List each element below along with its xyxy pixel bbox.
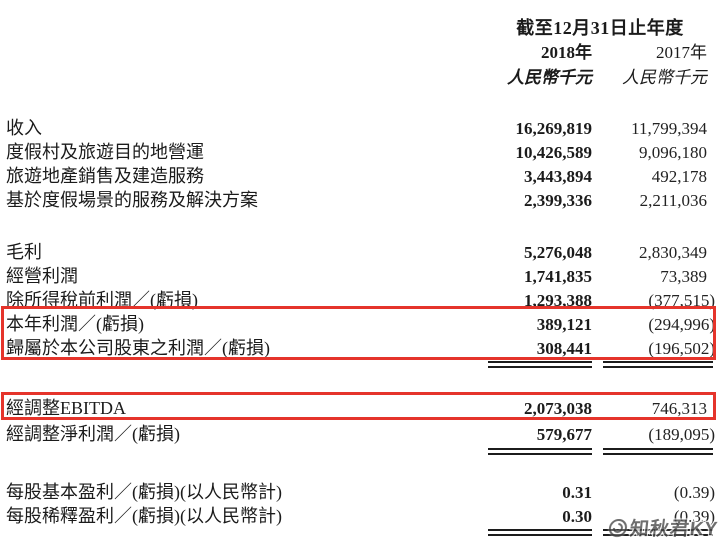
value-2018: 1,293,388: [524, 291, 592, 310]
double-rule-row: [6, 361, 715, 369]
value-2017: 9,096,180: [639, 143, 707, 162]
year-header-row: 2018年 2017年: [6, 40, 715, 66]
double-rule-line: [603, 361, 713, 368]
value-2017: (0.39): [673, 483, 715, 502]
double-rule-row: [6, 448, 715, 456]
value-2017: (294,996): [648, 315, 715, 334]
double-rule-line: [603, 448, 713, 455]
table-section: 經調整EBITDA 2,073,038 746,313 經調整淨利潤／(虧損) 579,…: [6, 395, 715, 456]
row-label: 本年利潤／(虧損): [6, 314, 144, 334]
row-label: 除所得稅前利潤／(虧損): [6, 290, 198, 310]
value-2017: 2,830,349: [639, 243, 707, 262]
row-label: 每股稀釋盈利／(虧損)(以人民幣計): [6, 506, 282, 526]
table-row: 經調整EBITDA 2,073,038 746,313: [6, 395, 715, 421]
year-2017-label: 2017年: [656, 43, 707, 62]
table-section: 毛利 5,276,048 2,830,349 經營利潤 1,741,835 73,389 除…: [6, 240, 715, 369]
value-2017: (196,502): [648, 339, 715, 358]
swirl-icon: [608, 518, 627, 537]
value-2017: 11,799,394: [631, 119, 707, 138]
value-2017: 492,178: [651, 167, 707, 186]
row-label: 度假村及旅遊目的地營運: [6, 142, 204, 162]
row-label: 經營利潤: [6, 266, 78, 286]
value-2017: (377,515): [648, 291, 715, 310]
double-rule-2018: [485, 529, 603, 536]
unit-2018-label: 人民幣千元: [507, 68, 592, 87]
row-label: 每股基本盈利／(虧損)(以人民幣計): [6, 482, 282, 502]
value-2018: 1,741,835: [524, 267, 592, 286]
value-2018: 2,073,038: [524, 399, 592, 418]
double-rule-2017: [603, 529, 715, 536]
row-label: 旅遊地產銷售及建造服務: [6, 166, 204, 186]
unit-header-row: 人民幣千元 人民幣千元: [6, 66, 715, 90]
value-2017: (0.39): [673, 507, 715, 526]
table-row: 每股基本盈利／(虧損)(以人民幣計) 0.31 (0.39): [6, 480, 715, 504]
period-title: 截至12月31日止年度: [516, 18, 684, 38]
table-row: 旅遊地產銷售及建造服務 3,443,894 492,178: [6, 164, 715, 188]
year-2018-label: 2018年: [541, 43, 592, 62]
value-2018: 0.31: [562, 483, 592, 502]
table-section: 每股基本盈利／(虧損)(以人民幣計) 0.31 (0.39) 每股稀釋盈利／(虧損)(…: [6, 480, 715, 537]
value-2018: 0.30: [562, 507, 592, 526]
double-rule-line: [488, 448, 592, 455]
value-2017: 2,211,036: [639, 191, 707, 210]
value-2018: 5,276,048: [524, 243, 592, 262]
row-label: 經調整淨利潤／(虧損): [6, 424, 180, 444]
value-2018: 389,121: [536, 315, 592, 334]
double-rule-2017: [603, 361, 715, 368]
value-2018: 10,426,589: [515, 143, 593, 162]
table-row: 歸屬於本公司股東之利潤／(虧損) 308,441 (196,502): [6, 336, 715, 360]
table-row: 度假村及旅遊目的地營運 10,426,589 9,096,180: [6, 140, 715, 164]
double-rule-line: [603, 529, 713, 536]
table-row: 基於度假場景的服務及解決方案 2,399,336 2,211,036: [6, 188, 715, 212]
double-rule-2017: [603, 448, 715, 455]
double-rule-2018: [485, 361, 603, 368]
row-label: 歸屬於本公司股東之利潤／(虧損): [6, 338, 270, 358]
value-2018: 16,269,819: [515, 119, 593, 138]
table-body: 收入 16,269,819 11,799,394 度假村及旅遊目的地營運 10,426,…: [6, 116, 715, 537]
unit-2017-label: 人民幣千元: [622, 68, 707, 87]
row-label: 經調整EBITDA: [6, 398, 126, 418]
value-2018: 3,443,894: [524, 167, 592, 186]
double-rule-line: [488, 529, 592, 536]
watermark: 知秋君KY: [606, 514, 719, 541]
row-label: 收入: [6, 118, 42, 138]
table-section: 收入 16,269,819 11,799,394 度假村及旅遊目的地營運 10,426,…: [6, 116, 715, 212]
row-label: 基於度假場景的服務及解決方案: [6, 190, 258, 210]
table-header: 截至12月31日止年度: [6, 16, 715, 40]
value-2018: 2,399,336: [524, 191, 592, 210]
value-2017: (189,095): [648, 425, 715, 444]
table-row: 經營利潤 1,741,835 73,389: [6, 264, 715, 288]
row-label: 毛利: [6, 242, 42, 262]
value-2018: 579,677: [536, 425, 592, 444]
value-2017: 746,313: [651, 399, 707, 418]
table-row: 每股稀釋盈利／(虧損)(以人民幣計) 0.30 (0.39): [6, 504, 715, 528]
double-rule-2018: [485, 448, 603, 455]
table-row: 除所得稅前利潤／(虧損) 1,293,388 (377,515): [6, 288, 715, 312]
table-row: 毛利 5,276,048 2,830,349: [6, 240, 715, 264]
watermark-text: 知秋君KY: [628, 519, 719, 540]
table-row: 收入 16,269,819 11,799,394: [6, 116, 715, 140]
double-rule-row: [6, 529, 715, 537]
table-row: 本年利潤／(虧損) 389,121 (294,996): [6, 312, 715, 336]
value-2018: 308,441: [536, 339, 592, 358]
table-row: 經調整淨利潤／(虧損) 579,677 (189,095): [6, 421, 715, 447]
double-rule-line: [488, 361, 592, 368]
value-2017: 73,389: [660, 267, 707, 286]
